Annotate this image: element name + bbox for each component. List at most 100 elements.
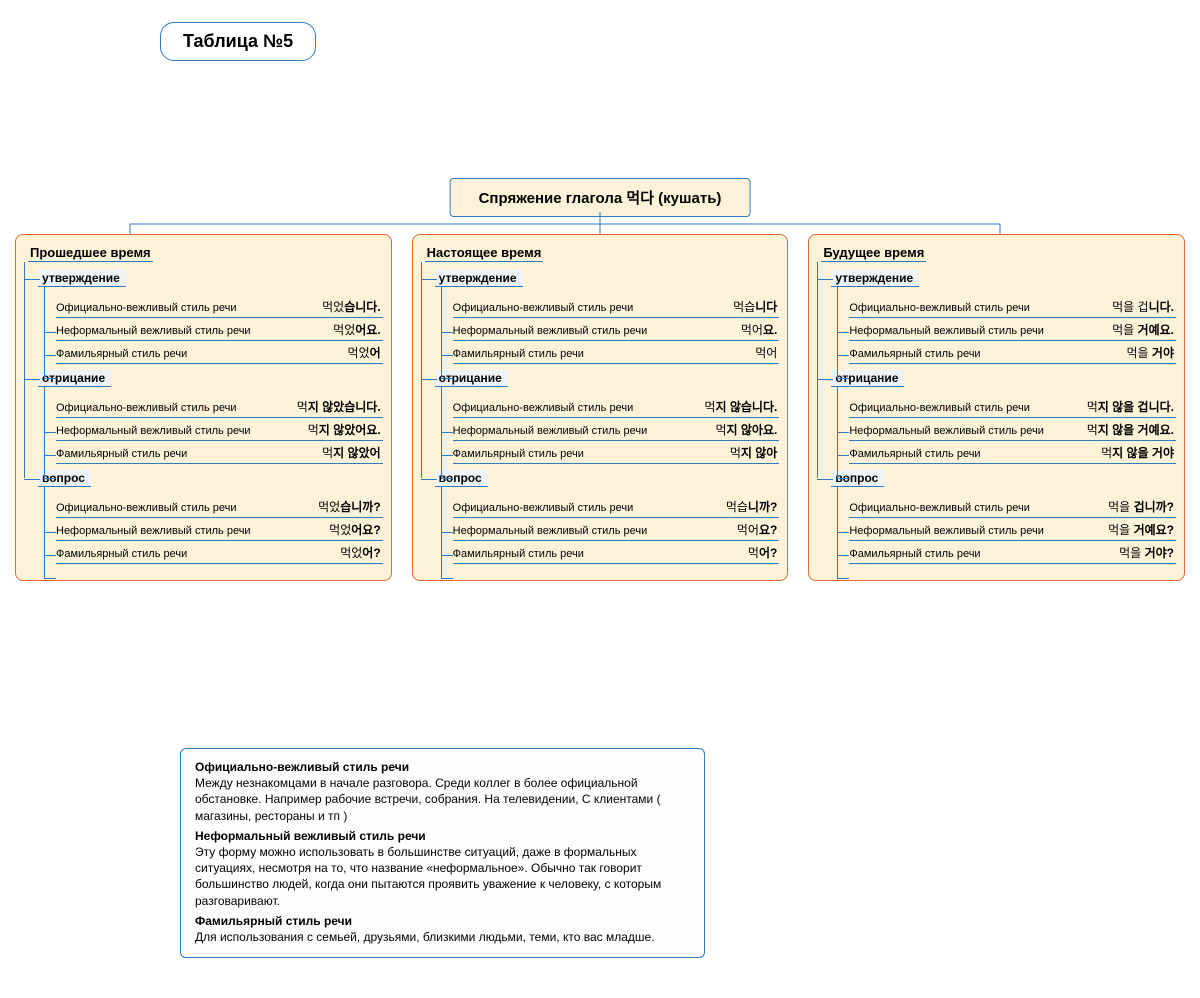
legend-familiar-heading: Фамильярный стиль речи (195, 913, 690, 929)
root-title: Спряжение глагола 먹다 (кушать) (450, 178, 751, 217)
rows: Официально-вежливый стиль речи 먹었습니다. Нефо… (56, 295, 383, 364)
rows: Официально-вежливый стиль речи 먹지 않았습니다. Н… (56, 395, 383, 464)
group-q: вопрос Официально-вежливый стиль речи 먹었습니… (38, 470, 383, 564)
style-label: Неформальный вежливый стиль речи (849, 525, 1044, 537)
conjugation-row: Неформальный вежливый стиль речи 먹지 않았어요. (56, 418, 383, 441)
conjugation-value: 먹지 않았어 (322, 444, 383, 461)
group-title: утверждение (831, 270, 919, 287)
conjugation-row: Неформальный вежливый стиль речи먹었어요. (56, 318, 383, 341)
conjugation-value: 먹었어 (348, 344, 383, 361)
conjugation-value: 먹을 거예요. (1112, 321, 1176, 338)
conjugation-value: 먹습니다 (733, 298, 779, 315)
tense-column: Настоящее время утверждение Официально-веж… (412, 234, 789, 581)
style-label: Фамильярный стиль речи (453, 348, 584, 360)
conjugation-value: 먹지 않을 거야 (1101, 444, 1176, 461)
conjugation-row: Неформальный вежливый стиль речи 먹지 않을 거예… (849, 418, 1176, 441)
group-q: вопросОфициально-вежливый стиль речи먹습니까… (435, 470, 780, 564)
style-label: Официально-вежливый стиль речи (849, 402, 1030, 414)
style-label: Неформальный вежливый стиль речи (453, 525, 648, 537)
tense-column: Будущее времяутверждениеОфициально-вежли… (808, 234, 1185, 581)
style-label: Фамильярный стиль речи (849, 548, 980, 560)
group-title: утверждение (38, 270, 126, 287)
group-title: отрицание (435, 370, 508, 387)
style-label: Официально-вежливый стиль речи (453, 302, 634, 314)
group-affirm: утверждение Официально-вежливый стиль реч… (831, 270, 1176, 364)
conjugation-row: Официально-вежливый стиль речи먹습니까? (453, 495, 780, 518)
conjugation-value: 먹었습니까? (318, 498, 383, 515)
conjugation-value: 먹지 않았습니다. (297, 398, 383, 415)
style-label: Фамильярный стиль речи (453, 448, 584, 460)
style-label: Фамильярный стиль речи (849, 448, 980, 460)
conjugation-value: 먹어요. (741, 321, 779, 338)
conjugation-row: Официально-вежливый стиль речи 먹을 겁니다. (849, 295, 1176, 318)
tense-title: Настоящее время (425, 245, 544, 262)
legend-formal-heading: Официально-вежливый стиль речи (195, 759, 690, 775)
conjugation-value: 먹지 않을 겁니다. (1087, 398, 1176, 415)
conjugation-value: 먹습니까? (726, 498, 780, 515)
conjugation-row: Фамильярный стиль речи먹었어? (56, 541, 383, 564)
conjugation-value: 먹을 거야 (1127, 344, 1177, 361)
conjugation-row: Неформальный вежливый стиль речи먹었어요? (56, 518, 383, 541)
conjugation-value: 먹어 (755, 344, 779, 361)
conjugation-row: Фамильярный стиль речи 먹지 않을 거야 (849, 441, 1176, 464)
group-title: отрицание (831, 370, 904, 387)
conjugation-row: Неформальный вежливый стиль речи먹지 않아요. (453, 418, 780, 441)
group-title: вопрос (38, 470, 91, 487)
legend-informal-text: Эту форму можно использовать в большинст… (195, 844, 690, 909)
legend-familiar-text: Для использования с семьей, друзьями, бл… (195, 929, 690, 945)
conjugation-row: Фамильярный стиль речи 먹어 (453, 341, 780, 364)
style-label: Неформальный вежливый стиль речи (56, 525, 251, 537)
style-label: Фамильярный стиль речи (453, 548, 584, 560)
rows: Официально-вежливый стиль речи 먹었습니까? Нефо… (56, 495, 383, 564)
style-label: Фамильярный стиль речи (56, 348, 187, 360)
conjugation-row: Официально-вежливый стиль речи 먹지 않을 겁니다. (849, 395, 1176, 418)
conjugation-row: Фамильярный стиль речи 먹을 거야 (849, 341, 1176, 364)
style-label: Официально-вежливый стиль речи (56, 502, 237, 514)
conjugation-row: Официально-вежливый стиль речи 먹을 겁니까? (849, 495, 1176, 518)
tense-title: Прошедшее время (28, 245, 153, 262)
conjugation-value: 먹지 않습니다. (704, 398, 779, 415)
rows: Официально-вежливый стиль речи 먹지 않을 겁니다.… (849, 395, 1176, 464)
style-label: Неформальный вежливый стиль речи (56, 425, 251, 437)
group-affirm: утверждение Официально-вежливый стиль реч… (38, 270, 383, 364)
group-q: вопросОфициально-вежливый стиль речи먹을 겁… (831, 470, 1176, 564)
rows: Официально-вежливый стиль речи 먹습니다 Неформ… (453, 295, 780, 364)
conjugation-row: Официально-вежливый стиль речи 먹지 않았습니다. (56, 395, 383, 418)
conjugation-row: Официально-вежливый стиль речи 먹었습니까? (56, 495, 383, 518)
tense-columns: Прошедшее время утверждение Официально-веж… (15, 234, 1185, 581)
style-label: Официально-вежливый стиль речи (849, 502, 1030, 514)
style-label: Фамильярный стиль речи (849, 348, 980, 360)
conjugation-row: Фамильярный стиль речи 먹었어 (56, 341, 383, 364)
style-label: Неформальный вежливый стиль речи (849, 325, 1044, 337)
style-label: Официально-вежливый стиль речи (56, 302, 237, 314)
conjugation-value: 먹지 않아요. (715, 421, 779, 438)
conjugation-row: Неформальный вежливый стиль речи먹어요? (453, 518, 780, 541)
style-label: Фамильярный стиль речи (56, 548, 187, 560)
conjugation-row: Фамильярный стиль речи먹지 않아 (453, 441, 780, 464)
conjugation-value: 먹을 거야? (1119, 544, 1176, 561)
conjugation-value: 먹을 거예요? (1108, 521, 1176, 538)
conjugation-row: Неформальный вежливый стиль речи 먹을 거예요. (849, 318, 1176, 341)
style-label: Неформальный вежливый стиль речи (849, 425, 1044, 437)
conjugation-row: Официально-вежливый стиль речи먹지 않습니다. (453, 395, 780, 418)
conjugation-value: 먹었습니다. (322, 298, 383, 315)
conjugation-value: 먹지 않을 거예요. (1087, 421, 1176, 438)
conjugation-row: Неформальный вежливый стиль речи 먹어요. (453, 318, 780, 341)
conjugation-value: 먹어? (748, 544, 779, 561)
style-label: Официально-вежливый стиль речи (56, 402, 237, 414)
conjugation-value: 먹었어요. (333, 321, 383, 338)
table-number-badge: Таблица №5 (160, 22, 316, 61)
group-neg: отрицаниеОфициально-вежливый стиль речи먹… (38, 370, 383, 464)
style-label: Неформальный вежливый стиль речи (453, 325, 648, 337)
conjugation-row: Фамильярный стиль речи 먹을 거야? (849, 541, 1176, 564)
style-label: Фамильярный стиль речи (56, 448, 187, 460)
conjugation-value: 먹지 않았어요. (308, 421, 383, 438)
conjugation-value: 먹을 겁니까? (1108, 498, 1176, 515)
group-title: утверждение (435, 270, 523, 287)
conjugation-row: Официально-вежливый стиль речи 먹습니다 (453, 295, 780, 318)
conjugation-row: Неформальный вежливый стиль речи 먹을 거예요? (849, 518, 1176, 541)
group-affirm: утверждение Официально-вежливый стиль реч… (435, 270, 780, 364)
conjugation-row: Фамильярный стиль речи 먹어? (453, 541, 780, 564)
style-label: Официально-вежливый стиль речи (849, 302, 1030, 314)
conjugation-value: 먹을 겁니다. (1112, 298, 1176, 315)
